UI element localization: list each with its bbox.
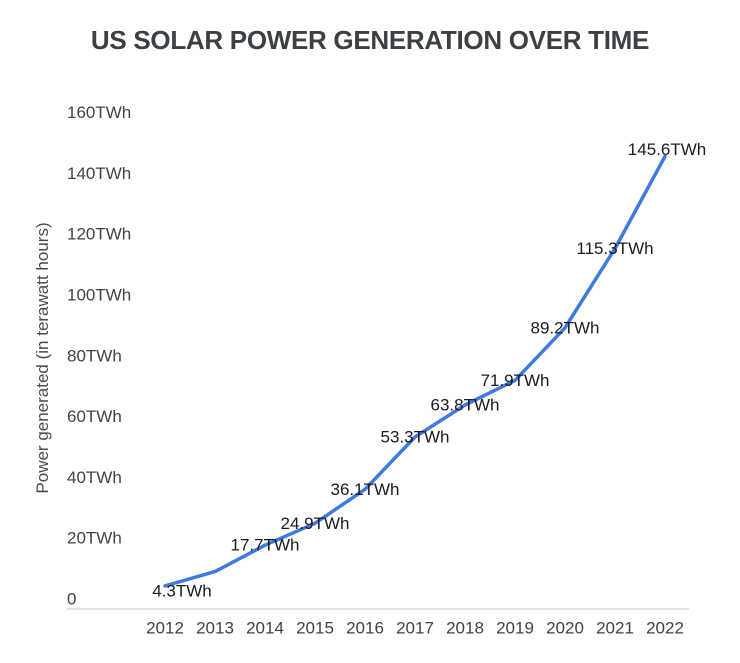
data-point-label: 17.7TWh [231,536,300,555]
x-tick-label: 2017 [396,619,434,638]
y-tick-label: 40TWh [67,468,122,487]
data-point-label: 24.9TWh [281,514,350,533]
y-tick-label: 160TWh [67,103,131,122]
y-tick-label: 120TWh [67,225,131,244]
x-tick-label: 2021 [596,619,634,638]
y-tick-label: 60TWh [67,407,122,426]
chart-title: US SOLAR POWER GENERATION OVER TIME [91,25,649,55]
series-polyline [163,154,667,588]
y-tick-label: 0 [67,590,76,609]
y-tick-label: 100TWh [67,286,131,305]
x-tick-label: 2013 [196,619,234,638]
x-tick-label: 2014 [246,619,284,638]
x-tick-labels: 2012 2013 2014 2015 2016 2017 2018 2019 2020 2021… [146,619,684,638]
y-tick-label: 140TWh [67,164,131,183]
x-tick-label: 2016 [346,619,384,638]
data-point-label: 89.2TWh [531,318,600,337]
data-point-label: 53.3TWh [381,427,450,446]
x-tick-label: 2020 [546,619,584,638]
data-point-label: 71.9TWh [481,371,550,390]
x-tick-label: 2022 [646,619,684,638]
y-tick-label: 20TWh [67,529,122,548]
data-point-label: 36.1TWh [331,480,400,499]
y-axis-title: Power generated (in terawatt hours) [33,222,52,493]
x-tick-label: 2019 [496,619,534,638]
data-point-label: 145.6TWh [628,140,706,159]
data-point-label: 4.3TWh [152,581,212,600]
data-point-label: 115.3TWh [576,239,653,258]
data-point-label: 63.8TWh [431,396,500,415]
x-tick-label: 2012 [146,619,184,638]
x-tick-label: 2015 [296,619,334,638]
series-line [163,154,667,588]
y-tick-label: 80TWh [67,346,122,365]
data-labels: 4.3TWh 17.7TWh 24.9TWh 36.1TWh 53.3TWh 63.8TW… [152,140,706,601]
y-tick-labels: 0 20TWh 40TWh 60TWh 80TWh 100TWh 120TWh 140TWh 1… [67,103,131,608]
x-tick-label: 2018 [446,619,484,638]
